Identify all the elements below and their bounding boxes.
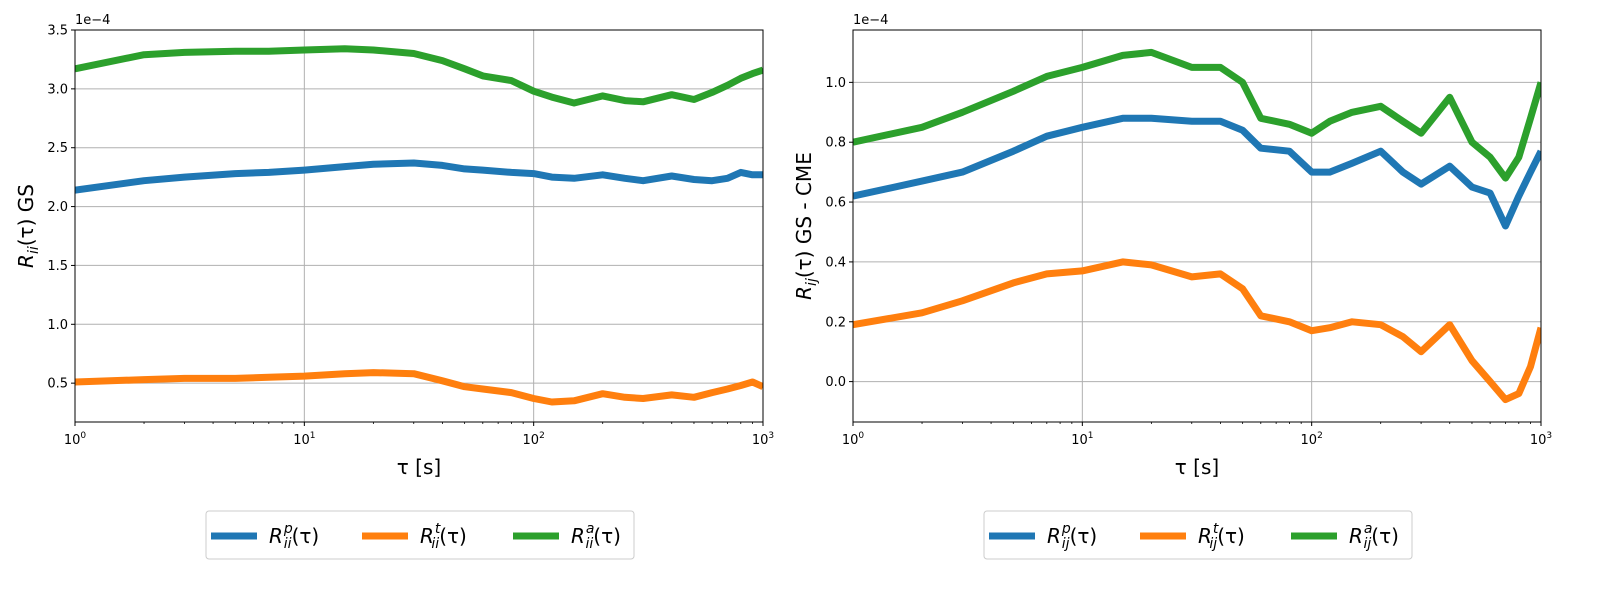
y-axis-label: Rij(τ) GS - CME: [792, 152, 820, 300]
grid: [74, 29, 764, 422]
y-tick-label: 0.6: [825, 196, 846, 211]
axes-frame: [74, 29, 764, 423]
series-line-t: [75, 369, 763, 406]
legend-label-p: Rp ij(τ): [1047, 521, 1097, 552]
series-line-p: [75, 159, 763, 194]
y-tick-label: 3.0: [47, 82, 68, 97]
legend: Rp ij(τ) Rt ij(τ) Ra ij(τ): [983, 510, 1413, 560]
y-offset-label: 1e−4: [853, 13, 888, 28]
grid: [852, 30, 1542, 422]
legend-box: [205, 510, 635, 560]
axes-frame: [852, 29, 1542, 423]
legend-label-t: Rt ij(τ): [1198, 521, 1245, 552]
x-tick-label: 101: [1071, 431, 1093, 448]
x-tick-label: 100: [64, 431, 87, 448]
y-tick-label: 1.0: [825, 76, 846, 91]
legend-label-p: Rp ii(τ): [269, 521, 319, 552]
y-tick-label: 1.5: [47, 259, 68, 274]
y-offset-label: 1e−4: [75, 13, 110, 28]
y-tick-label: 0.8: [825, 136, 846, 151]
series-lines: [853, 48, 1541, 404]
x-axis-label: τ [s]: [397, 455, 441, 479]
chart-panel-2: 100 101 102 103 0.0 0.2 0.4 0.6 0.8 1.0 1e−4 τ [s] R…: [792, 13, 1552, 560]
legend-label-a: Ra ij(τ): [1349, 521, 1399, 552]
y-tick-label: 3.5: [47, 24, 68, 39]
series-line-t: [853, 258, 1541, 404]
x-tick-label: 102: [1301, 431, 1323, 448]
y-axis-label: Rii(τ) GS: [14, 184, 42, 268]
x-tick-label: 102: [523, 431, 545, 448]
series-lines: [75, 45, 763, 406]
x-tick-label: 101: [293, 431, 315, 448]
series-line-p: [853, 114, 1541, 230]
series-line-a: [75, 45, 763, 107]
series-line-a: [853, 48, 1541, 182]
x-tick-label: 103: [1530, 431, 1552, 448]
x-axis-label: τ [s]: [1175, 455, 1219, 479]
legend: Rp ii(τ) Rt ii(τ) Ra ii(τ): [205, 510, 635, 560]
x-tick-label: 100: [842, 431, 865, 448]
y-tick-label: 2.0: [47, 200, 68, 215]
x-tick-label: 103: [752, 431, 774, 448]
y-tick-label: 0.0: [825, 375, 846, 390]
y-tick-label: 1.0: [47, 318, 68, 333]
y-tick-label: 2.5: [47, 141, 68, 156]
y-tick-label: 0.4: [825, 255, 846, 270]
y-tick-label: 0.5: [47, 377, 68, 392]
chart-panel-1: 100 101 102 103 0.5 1.0 1.5 2.0 2.5 3.0 3.5 1e−4 τ […: [14, 13, 774, 560]
legend-label-t: Rt ii(τ): [420, 521, 467, 552]
y-tick-label: 0.2: [825, 315, 846, 330]
legend-box: [983, 510, 1413, 560]
legend-label-a: Ra ii(τ): [571, 521, 621, 552]
